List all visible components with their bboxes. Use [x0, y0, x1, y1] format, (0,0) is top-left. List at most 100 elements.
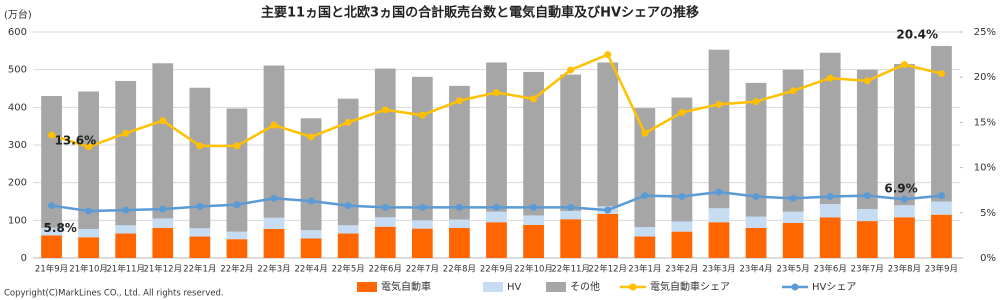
share-point — [567, 66, 575, 74]
bar-segment — [745, 216, 767, 228]
bar-segment — [782, 211, 804, 223]
legend-label: HVシェア — [812, 282, 856, 293]
share-point — [715, 188, 723, 196]
share-point — [863, 77, 871, 85]
share-point — [789, 87, 797, 95]
bar-segment — [337, 98, 359, 226]
share-point — [233, 142, 241, 150]
bar-segment — [671, 231, 693, 258]
share-point — [85, 207, 93, 215]
annotation: 20.4% — [896, 28, 938, 42]
share-point — [196, 142, 204, 150]
bar-segment — [745, 227, 767, 258]
y2-tick-label: 15% — [974, 117, 996, 128]
share-point — [270, 121, 278, 129]
share-point — [530, 203, 538, 211]
share-point — [604, 206, 612, 214]
y-tick-label: 100 — [8, 215, 27, 226]
bar-segment — [189, 228, 211, 237]
share-point — [270, 194, 278, 202]
x-tick-label: 21年12月 — [143, 264, 182, 275]
y2-tick-label: 5% — [980, 208, 996, 219]
bar-segment — [449, 219, 470, 228]
bar-segment — [263, 65, 285, 218]
bar-segment — [115, 225, 137, 234]
bar-segment — [189, 87, 211, 229]
x-tick-label: 23年9月 — [925, 264, 958, 275]
share-point — [678, 193, 686, 201]
bar-segment — [486, 211, 507, 223]
bar-segment — [708, 208, 730, 223]
share-point — [85, 143, 93, 151]
share-point — [455, 203, 463, 211]
y-tick-label: 0 — [21, 253, 27, 264]
annotation: 5.8% — [44, 221, 77, 235]
bar-segment — [486, 222, 507, 258]
bar-segment — [782, 69, 804, 212]
x-tick-label: 23年1月 — [628, 264, 661, 275]
share-point — [604, 51, 612, 59]
x-tick-label: 23年5月 — [777, 264, 810, 275]
bar-segment — [893, 217, 915, 258]
legend-swatch — [483, 282, 503, 292]
bar-segment — [300, 238, 322, 258]
annotation: 6.9% — [884, 182, 917, 196]
bar-segment — [226, 231, 248, 240]
bar-segment — [523, 215, 544, 225]
x-tick-label: 22年10月 — [514, 264, 553, 275]
bar-segment — [263, 217, 285, 229]
share-point — [900, 61, 908, 69]
share-point — [826, 193, 834, 201]
share-point — [122, 129, 130, 137]
legend-swatch — [546, 282, 566, 292]
bar-segment — [819, 52, 841, 205]
bar-segment — [634, 108, 656, 228]
bar-segment — [374, 68, 396, 218]
share-point — [493, 89, 500, 97]
bar-segment — [893, 205, 915, 218]
bar-segment — [411, 220, 433, 229]
bar-segment — [41, 227, 62, 236]
bar-segment — [337, 233, 359, 258]
bar-segment — [449, 85, 470, 220]
y-tick-label: 300 — [8, 140, 27, 151]
x-tick-label: 23年7月 — [851, 264, 884, 275]
share-point — [418, 111, 426, 119]
bar-segment — [634, 227, 656, 237]
bar-segment — [189, 236, 211, 258]
share-point — [159, 205, 167, 213]
y-tick-label: 600 — [8, 27, 27, 38]
share-point — [567, 203, 575, 211]
x-tick-label: 21年10月 — [69, 264, 108, 275]
bar-segment — [115, 233, 137, 258]
bar-segment — [152, 218, 174, 228]
share-point — [826, 74, 834, 82]
bar-segment — [931, 201, 952, 215]
bar-segment — [671, 97, 693, 222]
bar-segment — [411, 76, 433, 221]
bar-segment — [374, 217, 396, 227]
y2-tick-label: 20% — [974, 72, 996, 83]
bar-segment — [708, 49, 730, 209]
bar-segment — [226, 108, 248, 232]
x-tick-label: 22年7月 — [406, 264, 439, 275]
y-axis-label: (万台) — [4, 8, 32, 21]
share-point — [48, 202, 56, 210]
x-tick-label: 22年9月 — [480, 264, 513, 275]
bar-segment — [337, 225, 359, 234]
bar-segment — [152, 63, 174, 219]
legend-swatch — [357, 282, 377, 292]
bar-segment — [152, 227, 174, 258]
share-point — [159, 117, 167, 125]
y-tick-label: 400 — [8, 102, 27, 113]
bar-segment — [856, 69, 878, 210]
copyright: Copyright(C)MarkLines CO., Ltd. All righ… — [4, 289, 224, 299]
bar-segment — [300, 230, 322, 239]
share-point — [455, 97, 463, 105]
share-point — [122, 206, 130, 214]
bar-segment — [597, 62, 619, 207]
share-point — [863, 192, 871, 200]
share-point — [307, 133, 315, 141]
legend-dot — [629, 283, 637, 291]
